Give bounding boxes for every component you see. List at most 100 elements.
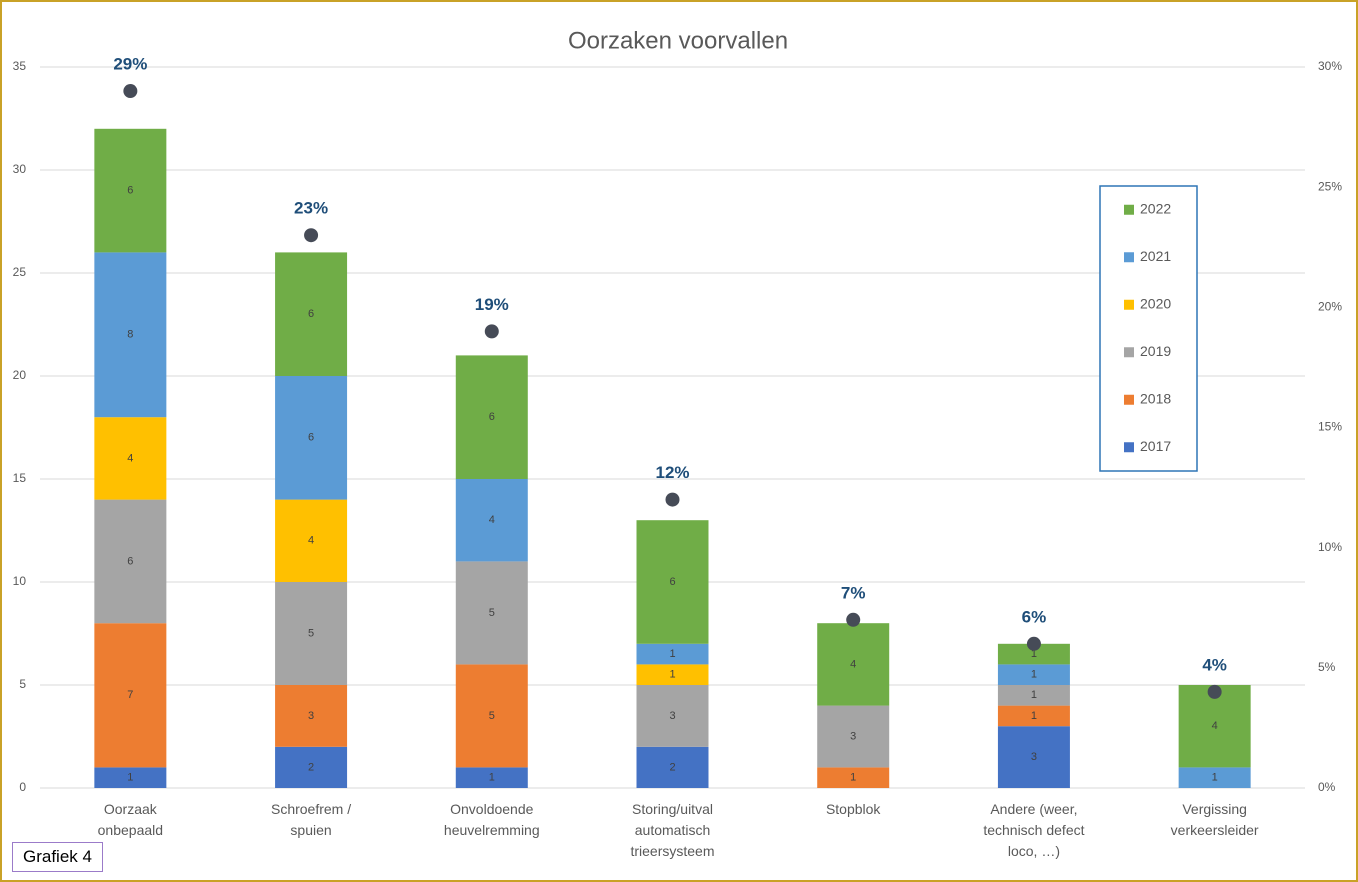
x-tick-label: Vergissing verkeersleider	[1170, 801, 1259, 838]
legend-swatch	[1124, 347, 1134, 358]
segment-label: 3	[669, 710, 675, 722]
y2-tick-label: 30%	[1318, 59, 1342, 73]
segment-label: 1	[850, 772, 856, 784]
bar-segment	[275, 582, 348, 685]
segment-label: 1	[127, 772, 133, 784]
segment-label: 3	[308, 710, 314, 722]
legend-label: 2020	[1140, 295, 1171, 311]
segment-label: 1	[489, 772, 495, 784]
legend-label: 2021	[1140, 248, 1171, 264]
annotation: Grafiek 4	[12, 842, 103, 872]
segment-label: 6	[308, 308, 314, 320]
share-dot	[1207, 684, 1222, 699]
legend-swatch	[1124, 299, 1134, 310]
share-label: 4%	[1202, 655, 1227, 674]
share-dot	[484, 324, 499, 339]
bar-segment	[94, 499, 167, 624]
bar-segment	[636, 643, 709, 665]
bar-segment	[275, 685, 348, 747]
legend-label: 2022	[1140, 200, 1171, 216]
bar-segment	[94, 623, 167, 768]
share-dot	[846, 612, 861, 627]
segment-label: 5	[489, 710, 495, 722]
bar-segment	[636, 746, 709, 788]
bar-segment	[94, 128, 167, 253]
bar-segment	[455, 355, 528, 479]
x-tick-label: Stopblok	[825, 801, 881, 817]
y-tick-label: 20	[13, 368, 27, 382]
share-label: 6%	[1022, 607, 1047, 626]
bar-segment	[817, 767, 890, 788]
y2-tick-label: 15%	[1318, 420, 1342, 434]
bar-segment	[636, 664, 709, 685]
segment-label: 5	[489, 607, 495, 619]
segment-label: 8	[127, 329, 133, 341]
y-tick-label: 15	[13, 471, 27, 485]
bar-segment	[275, 252, 348, 376]
x-tick-label: Storing/uitval automatisch trieersysteem	[630, 801, 715, 859]
share-dot	[304, 228, 319, 243]
segment-label: 4	[127, 452, 133, 464]
segment-label: 4	[1212, 720, 1218, 732]
y-tick-label: 0	[19, 780, 26, 794]
legend-label: 2019	[1140, 343, 1171, 359]
share-label: 19%	[475, 295, 509, 314]
legend-box	[1099, 185, 1198, 472]
segment-label: 1	[1031, 710, 1037, 722]
segment-label: 1	[669, 648, 675, 660]
segment-label: 3	[1031, 751, 1037, 763]
y-tick-label: 5	[19, 677, 26, 691]
share-dot	[1026, 636, 1041, 651]
bar-segment	[455, 767, 528, 788]
segment-label: 4	[850, 658, 856, 670]
segment-label: 6	[669, 576, 675, 588]
bar-segment	[1178, 767, 1251, 788]
segment-label: 7	[127, 689, 133, 701]
chart-title: Oorzaken voorvallen	[568, 27, 788, 54]
segment-label: 1	[1031, 689, 1037, 701]
bar-segment	[817, 705, 890, 768]
bar-segment	[455, 664, 528, 768]
share-dot	[665, 492, 680, 507]
segment-label: 1	[1212, 772, 1218, 784]
y2-tick-label: 25%	[1318, 179, 1342, 193]
bar-segment	[94, 767, 167, 788]
x-tick-label: Schroefrem / spuien	[270, 801, 352, 838]
share-label: 29%	[113, 55, 147, 74]
legend-swatch	[1124, 394, 1134, 405]
bar-segment	[455, 561, 528, 665]
y2-tick-label: 20%	[1318, 300, 1342, 314]
bar-segment	[636, 520, 709, 644]
y2-tick-label: 0%	[1318, 780, 1336, 794]
bar-segment	[997, 643, 1070, 665]
share-label: 23%	[294, 199, 328, 218]
segment-label: 3	[850, 730, 856, 742]
bar-segment	[94, 417, 167, 500]
x-tick-label: Andere (weer, technisch defect loco, …)	[983, 801, 1085, 859]
y2-tick-label: 10%	[1318, 540, 1342, 554]
legend-label: 2017	[1140, 438, 1171, 454]
bar-segment	[636, 685, 709, 747]
segment-label: 5	[308, 627, 314, 639]
bar-segment	[997, 664, 1070, 685]
share-dot	[123, 84, 138, 99]
share-label: 7%	[841, 583, 866, 602]
segment-label: 4	[308, 535, 314, 547]
bar-segment	[275, 746, 348, 788]
segment-label: 4	[489, 514, 495, 526]
segment-label: 1	[669, 669, 675, 681]
bar-segment	[275, 376, 348, 500]
bar-segment	[275, 499, 348, 582]
x-tick-label: Onvoldoende heuvelremming	[443, 801, 540, 838]
legend-swatch	[1124, 252, 1134, 263]
bar-segment	[455, 479, 528, 562]
segment-label: 6	[127, 185, 133, 197]
segment-label: 6	[127, 555, 133, 567]
y-tick-label: 10	[13, 574, 27, 588]
legend-swatch	[1124, 442, 1134, 453]
bar-segment	[997, 705, 1070, 727]
bar-segment	[997, 726, 1070, 788]
x-tick-label: Oorzaak onbepaald	[97, 801, 164, 838]
